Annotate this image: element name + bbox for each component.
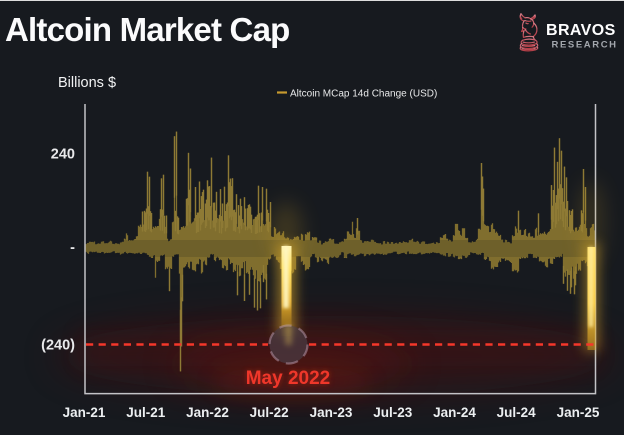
svg-text:BRAVOS: BRAVOS [546,22,616,39]
svg-text:Jul-24: Jul-24 [497,405,537,420]
svg-text:Jul-23: Jul-23 [373,405,413,420]
svg-text:Jul-22: Jul-22 [250,405,289,420]
svg-text:Jan-21: Jan-21 [63,405,106,420]
svg-text:RESEARCH: RESEARCH [552,40,618,51]
svg-text:Altcoin MCap 14d Change (USD): Altcoin MCap 14d Change (USD) [290,89,437,100]
svg-text:Billions $: Billions $ [58,75,116,91]
svg-text:(240): (240) [41,338,75,354]
svg-text:May 2022: May 2022 [246,368,331,389]
svg-text:Jul-21: Jul-21 [126,405,166,420]
svg-text:Jan-22: Jan-22 [186,405,229,420]
svg-text:-: - [70,240,75,256]
svg-text:May 2022: May 2022 [246,368,331,389]
svg-text:Jan-23: Jan-23 [310,405,353,420]
svg-text:Jan-24: Jan-24 [433,405,476,420]
svg-text:240: 240 [51,147,75,163]
svg-text:Jan-25: Jan-25 [557,405,600,420]
